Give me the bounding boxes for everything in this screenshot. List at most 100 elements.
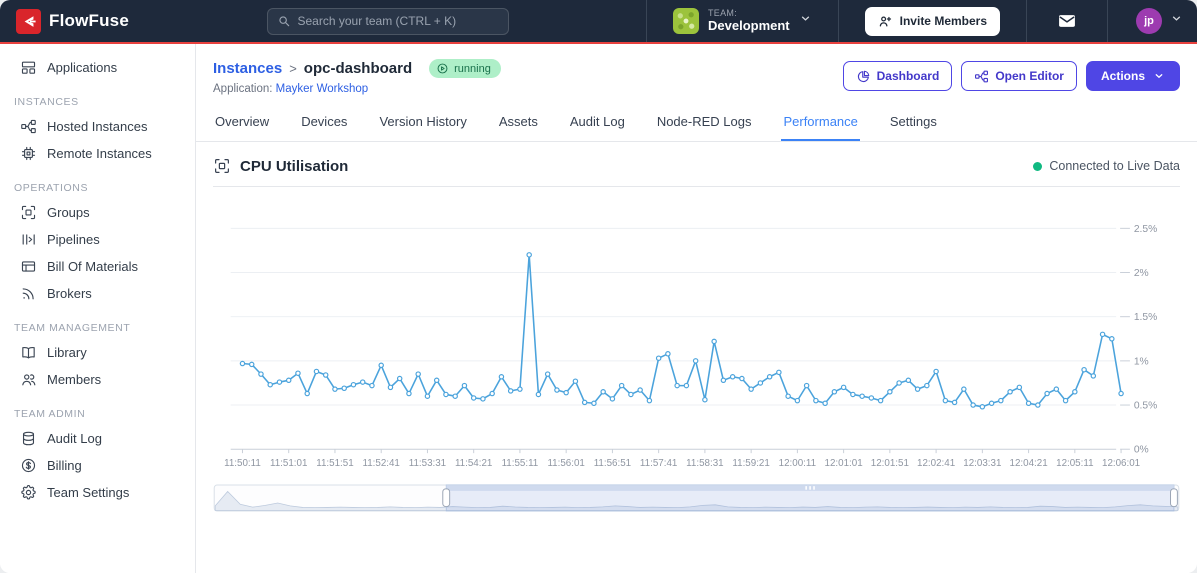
- sidebar-item-team-settings[interactable]: Team Settings: [12, 479, 185, 506]
- team-name: Development: [708, 17, 790, 33]
- invite-members-button[interactable]: Invite Members: [864, 6, 1001, 36]
- data-point-marker: [489, 390, 495, 397]
- section-title-label: CPU Utilisation: [240, 157, 349, 175]
- data-point-marker: [887, 389, 893, 395]
- actions-button[interactable]: Actions: [1085, 61, 1180, 91]
- billing-icon: [20, 457, 37, 474]
- sidebar-item-label: Bill Of Materials: [47, 259, 139, 274]
- sidebar-item-pipelines[interactable]: Pipelines: [12, 226, 185, 253]
- data-point-marker: [1053, 386, 1060, 392]
- tab-devices[interactable]: Devices: [301, 114, 348, 129]
- search-icon: [277, 14, 291, 28]
- data-point-marker: [914, 386, 921, 392]
- data-point-marker: [554, 387, 560, 393]
- data-point-marker: [840, 384, 847, 391]
- data-point-marker: [498, 374, 505, 380]
- flowfuse-logo-icon: [16, 8, 41, 34]
- data-point-marker: [618, 382, 625, 389]
- chart-range-selector[interactable]: [213, 484, 1180, 513]
- brush-handle-left[interactable]: [442, 488, 451, 507]
- sidebar-item-groups[interactable]: Groups: [12, 199, 185, 226]
- tab-version-history[interactable]: Version History: [379, 114, 467, 129]
- data-point-marker: [276, 379, 283, 385]
- data-point-marker: [748, 386, 754, 392]
- sidebar-item-remote-instances[interactable]: Remote Instances: [12, 140, 185, 167]
- data-point-marker: [526, 252, 532, 258]
- data-point-marker: [905, 377, 912, 384]
- svg-text:11:50:11: 11:50:11: [224, 458, 261, 469]
- tab-assets[interactable]: Assets: [498, 114, 538, 129]
- sidebar-item-applications[interactable]: Applications: [12, 54, 185, 81]
- data-point-marker: [757, 380, 764, 386]
- sidebar-item-library[interactable]: Library: [12, 339, 185, 366]
- sidebar-item-billing[interactable]: Billing: [12, 452, 185, 479]
- svg-text:11:59:21: 11:59:21: [732, 458, 769, 469]
- svg-text:11:54:21: 11:54:21: [455, 458, 492, 469]
- groups-icon: [20, 204, 37, 221]
- sidebar-item-hosted-instances[interactable]: Hosted Instances: [12, 113, 185, 140]
- dashboard-button[interactable]: Dashboard: [842, 61, 953, 91]
- section-title: CPU Utilisation: [213, 157, 348, 175]
- data-point-marker: [258, 371, 264, 377]
- data-point-marker: [794, 397, 801, 404]
- tab-audit-log[interactable]: Audit Log: [569, 114, 625, 129]
- svg-text:1.5%: 1.5%: [1134, 312, 1157, 323]
- sidebar-item-members[interactable]: Members: [12, 366, 185, 393]
- open-editor-button[interactable]: Open Editor: [961, 61, 1077, 91]
- data-point-marker: [766, 374, 773, 380]
- data-point-marker: [1062, 397, 1069, 404]
- top-navbar: FlowFuse TEAM: Development Invi: [0, 0, 1197, 42]
- sidebar-item-audit-log[interactable]: Audit Log: [12, 425, 185, 452]
- team-switcher[interactable]: TEAM: Development: [659, 0, 826, 42]
- user-avatar: jp: [1136, 8, 1163, 34]
- data-point-marker: [322, 372, 329, 378]
- brush-svg[interactable]: [213, 484, 1180, 513]
- data-point-marker: [655, 355, 662, 361]
- performance-panel: CPU Utilisation Connected to Live Data 0…: [196, 142, 1197, 513]
- breadcrumb-instances-link[interactable]: Instances: [213, 60, 283, 77]
- sidebar: Applications INSTANCES Hosted Instances …: [0, 44, 196, 573]
- tab-node-red-logs[interactable]: Node-RED Logs: [656, 114, 752, 129]
- cpu-chart-svg: 0% 0.5% 1% 1.5% 2% 2.5% 11:50:11 11:51:01 11:51:…: [224, 224, 1157, 469]
- status-badge-label: running: [454, 62, 491, 75]
- brush-grip-icon[interactable]: [813, 485, 815, 490]
- data-point-marker: [813, 397, 819, 404]
- svg-text:2%: 2%: [1134, 268, 1149, 279]
- tab-performance[interactable]: Performance: [781, 105, 860, 141]
- data-point-marker: [979, 404, 986, 410]
- brush-grip-icon[interactable]: [809, 485, 811, 490]
- tab-overview[interactable]: Overview: [215, 114, 270, 129]
- data-point-marker: [803, 382, 810, 389]
- brand-name: FlowFuse: [49, 11, 129, 30]
- members-icon: [20, 371, 37, 388]
- sidebar-item-brokers[interactable]: Brokers: [12, 280, 185, 307]
- breadcrumb-separator: >: [289, 61, 297, 76]
- svg-text:12:02:41: 12:02:41: [917, 458, 955, 469]
- chevron-down-icon: [1170, 12, 1183, 30]
- brand-logo[interactable]: FlowFuse: [16, 8, 129, 34]
- tab-settings[interactable]: Settings: [889, 114, 937, 129]
- data-point-marker: [1016, 384, 1023, 391]
- data-point-marker: [396, 375, 403, 382]
- accent-divider: [0, 42, 1197, 44]
- remote-instances-icon: [20, 145, 37, 162]
- team-label: TEAM:: [708, 8, 738, 19]
- sidebar-item-label: Remote Instances: [47, 146, 152, 161]
- data-point-marker: [313, 368, 320, 375]
- notifications-button[interactable]: [1039, 11, 1095, 31]
- application-link[interactable]: Mayker Workshop: [275, 83, 369, 95]
- sidebar-item-bill-of-materials[interactable]: Bill Of Materials: [12, 253, 185, 280]
- data-point-marker: [387, 384, 394, 391]
- search-input[interactable]: [297, 14, 499, 28]
- open-editor-button-label: Open Editor: [995, 69, 1064, 83]
- data-point-marker: [1025, 400, 1032, 407]
- data-point-marker: [535, 391, 542, 398]
- data-point-marker: [332, 386, 338, 392]
- user-menu[interactable]: jp: [1120, 8, 1183, 34]
- svg-text:12:01:01: 12:01:01: [825, 458, 863, 469]
- data-point-marker: [572, 378, 579, 384]
- brush-handle-right[interactable]: [1170, 488, 1178, 507]
- data-point-marker: [896, 380, 902, 386]
- data-point-marker: [424, 393, 431, 399]
- brush-grip-icon[interactable]: [805, 485, 807, 490]
